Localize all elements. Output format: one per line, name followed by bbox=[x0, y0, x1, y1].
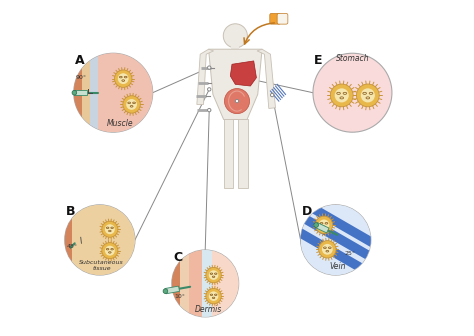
Bar bbox=[180, 250, 189, 317]
Ellipse shape bbox=[225, 88, 249, 114]
Circle shape bbox=[315, 216, 333, 234]
Circle shape bbox=[64, 205, 135, 275]
Polygon shape bbox=[257, 49, 275, 109]
Bar bbox=[98, 53, 153, 132]
Circle shape bbox=[208, 66, 211, 69]
Text: A: A bbox=[75, 54, 85, 67]
Bar bbox=[189, 250, 202, 317]
Bar bbox=[74, 53, 82, 132]
Circle shape bbox=[208, 109, 211, 112]
Circle shape bbox=[319, 241, 336, 258]
Text: E: E bbox=[314, 54, 323, 67]
Circle shape bbox=[356, 84, 379, 107]
Polygon shape bbox=[209, 49, 262, 120]
Bar bbox=[90, 53, 98, 132]
FancyBboxPatch shape bbox=[270, 13, 281, 24]
Circle shape bbox=[74, 53, 153, 132]
FancyBboxPatch shape bbox=[277, 13, 288, 24]
Circle shape bbox=[208, 88, 211, 91]
Text: B: B bbox=[66, 206, 75, 218]
Bar bbox=[64, 205, 72, 275]
Text: Vein: Vein bbox=[329, 262, 346, 271]
Text: 25°: 25° bbox=[344, 251, 355, 256]
Circle shape bbox=[223, 24, 247, 48]
Circle shape bbox=[163, 289, 168, 293]
Circle shape bbox=[206, 267, 221, 283]
Polygon shape bbox=[297, 228, 374, 279]
Bar bbox=[301, 205, 371, 275]
Text: 90°: 90° bbox=[75, 75, 86, 80]
Polygon shape bbox=[297, 211, 374, 262]
Text: Dermis: Dermis bbox=[195, 304, 222, 313]
Circle shape bbox=[319, 219, 329, 230]
Circle shape bbox=[102, 221, 118, 237]
Text: Stomach: Stomach bbox=[336, 54, 369, 63]
Circle shape bbox=[115, 70, 132, 87]
Circle shape bbox=[322, 244, 333, 255]
Polygon shape bbox=[230, 61, 256, 86]
Circle shape bbox=[72, 90, 77, 95]
Text: Muscle: Muscle bbox=[107, 119, 133, 128]
Polygon shape bbox=[197, 49, 214, 104]
Bar bbox=[82, 53, 90, 132]
Bar bbox=[202, 250, 212, 317]
Text: Subcutaneous
tissue: Subcutaneous tissue bbox=[79, 260, 124, 271]
Polygon shape bbox=[237, 120, 248, 188]
Text: 45°: 45° bbox=[66, 244, 77, 249]
Circle shape bbox=[361, 88, 375, 102]
Circle shape bbox=[330, 84, 353, 107]
Bar bbox=[231, 35, 239, 49]
Circle shape bbox=[126, 99, 137, 110]
Bar bbox=[72, 205, 135, 275]
Bar bbox=[172, 250, 180, 317]
Circle shape bbox=[123, 96, 140, 113]
Circle shape bbox=[313, 53, 392, 132]
Bar bbox=[212, 250, 239, 317]
Text: 10°: 10° bbox=[174, 294, 185, 299]
Polygon shape bbox=[297, 197, 374, 247]
Polygon shape bbox=[165, 286, 180, 294]
Circle shape bbox=[335, 88, 349, 102]
Polygon shape bbox=[224, 120, 233, 188]
Circle shape bbox=[301, 205, 371, 275]
Circle shape bbox=[271, 93, 274, 97]
Polygon shape bbox=[57, 248, 70, 260]
Circle shape bbox=[105, 224, 115, 234]
Circle shape bbox=[209, 270, 219, 280]
Circle shape bbox=[118, 73, 128, 84]
Circle shape bbox=[105, 246, 115, 256]
Text: C: C bbox=[173, 251, 182, 264]
Circle shape bbox=[57, 256, 62, 261]
Circle shape bbox=[102, 243, 118, 259]
Polygon shape bbox=[315, 222, 329, 233]
Circle shape bbox=[206, 289, 221, 304]
Polygon shape bbox=[74, 90, 87, 95]
Circle shape bbox=[235, 99, 239, 103]
Circle shape bbox=[314, 223, 319, 227]
Text: D: D bbox=[302, 206, 312, 218]
Circle shape bbox=[209, 291, 219, 301]
Circle shape bbox=[172, 250, 239, 317]
